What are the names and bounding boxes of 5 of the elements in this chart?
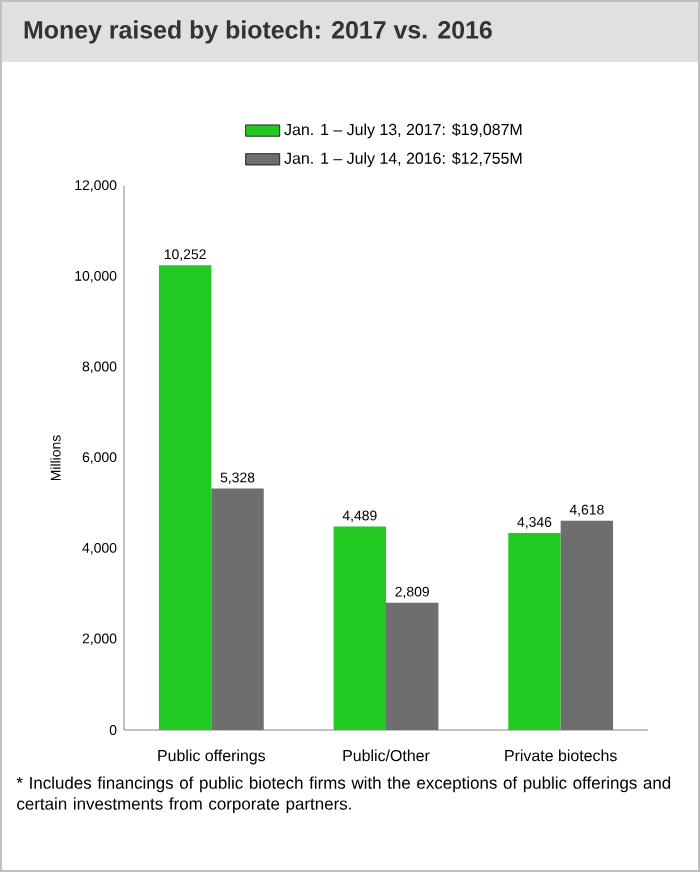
bar	[508, 532, 561, 730]
bar	[158, 265, 212, 730]
bar	[333, 526, 386, 730]
text: * Includes financings of public biotech firms with the exceptions of public offerings and certain investments from corporate partners.	[16, 776, 671, 814]
chart-title: Money raised by biotech: 2017 vs. 2016	[24, 20, 492, 44]
